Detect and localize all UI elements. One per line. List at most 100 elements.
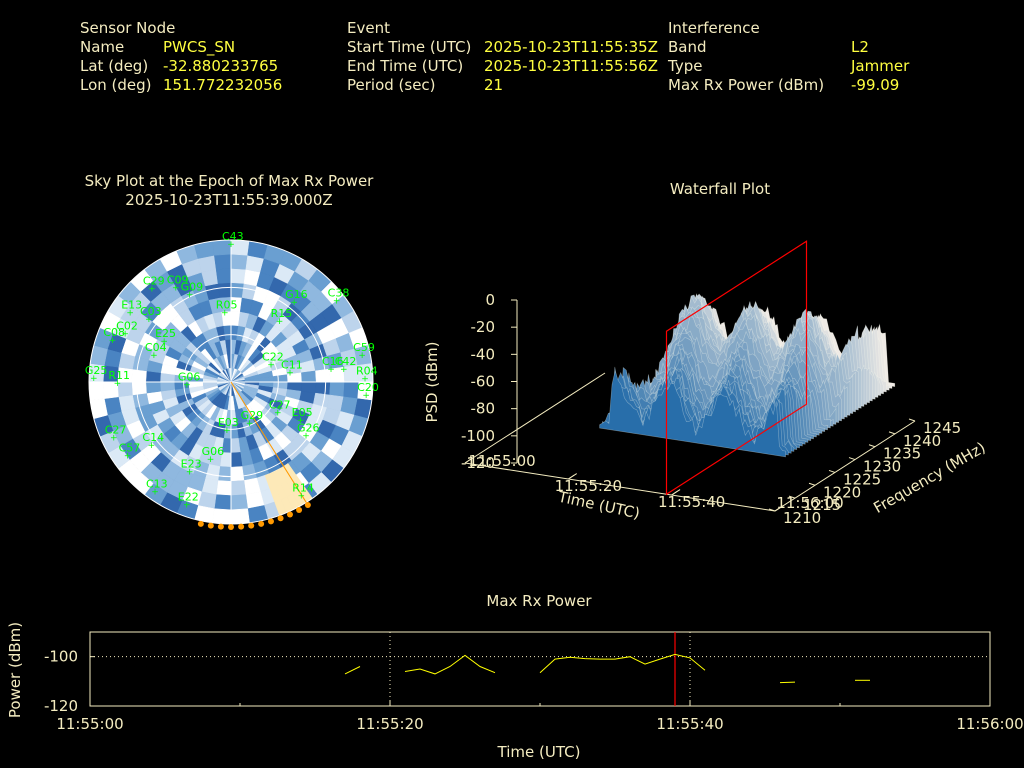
sky-satellite-marker: + <box>145 315 153 325</box>
sky-satellite-label: C27 <box>105 424 127 437</box>
waterfall-freq-tick <box>848 457 856 461</box>
sky-satellite-marker: + <box>274 408 282 418</box>
waterfall-ridge <box>599 369 786 458</box>
interference-header: Interference <box>668 19 760 37</box>
max-power-line <box>779 681 796 684</box>
sky-satellite-label: C29 <box>143 275 165 288</box>
max-power-y-tick-label: -120 <box>44 697 78 715</box>
sky-satellite-label: R05 <box>216 298 238 311</box>
sky-satellite-marker: + <box>358 351 366 361</box>
max-power-y-tick-label: -100 <box>44 648 78 666</box>
sky-satellite-label: C20 <box>357 381 379 394</box>
waterfall-freq-tick <box>808 482 816 486</box>
sensor-lon-label: Lon (deg) <box>80 76 152 94</box>
sky-satellite-marker: + <box>150 351 158 361</box>
sensor-header: Sensor Node <box>80 19 176 37</box>
sky-satellite-label: R14 <box>292 481 314 494</box>
sky-satellite-label: C27 <box>269 398 291 411</box>
max-power-ylabel: Power (dBm) <box>6 622 24 718</box>
sky-satellite-label: G25 <box>85 364 108 377</box>
waterfall-grid <box>774 505 784 512</box>
max-power-grid: 11:55:00 11:55:20 11:55:40 11:56:00 -100 -120 <box>44 632 1024 733</box>
sky-satellite-marker: + <box>148 285 156 295</box>
interference-power-label: Max Rx Power (dBm) <box>668 76 825 94</box>
sky-jammer-marker <box>296 507 303 514</box>
sky-jammer-marker <box>248 522 255 529</box>
sky-satellite-marker: + <box>302 431 310 441</box>
sky-cell <box>230 508 250 524</box>
sky-satellite-label: C43 <box>222 230 244 243</box>
sky-satellite-label: E22 <box>178 491 199 504</box>
sky-satellite-marker: + <box>290 298 298 308</box>
sky-satellite-label: C09 <box>167 273 189 286</box>
sky-satellite-marker: + <box>286 369 294 379</box>
sensor-name-value: PWCS_SN <box>163 38 236 56</box>
waterfall-time-tick-label: 11:55:40 <box>658 493 725 511</box>
max-power-series <box>344 653 870 684</box>
sky-satellite-label: G06 <box>202 445 225 458</box>
event-end-value: 2025-10-23T11:55:56Z <box>484 57 658 75</box>
sky-satellite-marker: + <box>124 451 132 461</box>
max-power-line <box>404 654 496 675</box>
max-power-line <box>344 666 361 675</box>
sky-satellite-label: C13 <box>146 478 168 491</box>
sky-jammer-marker <box>304 501 311 508</box>
waterfall-surface <box>599 292 896 458</box>
sky-jammer-marker <box>217 523 224 530</box>
sky-satellite-label: E13 <box>121 298 142 311</box>
interference-band-label: Band <box>668 38 707 56</box>
waterfall-time-tick-label: 11:55:20 <box>555 477 622 495</box>
sky-satellite-label: R04 <box>356 364 378 377</box>
waterfall-z-tick-label: 0 <box>485 291 495 309</box>
event-period-value: 21 <box>484 76 504 94</box>
sky-satellite-marker: + <box>327 365 335 375</box>
sky-cell <box>212 240 232 256</box>
waterfall-freq-tick <box>888 431 896 435</box>
sensor-lon-value: 151.772232056 <box>163 76 283 94</box>
sky-satellite-marker: + <box>207 455 215 465</box>
sky-satellite-label: C22 <box>262 350 284 363</box>
waterfall-z-tick-label: -40 <box>471 345 496 363</box>
waterfall-freq-tick-label: 1230 <box>863 458 901 476</box>
waterfall-freq-tick-label: 1220 <box>823 483 861 501</box>
sky-satellite-label: C04 <box>145 341 167 354</box>
waterfall-time-tick-label: 11:56:00 <box>776 494 843 512</box>
sky-satellite-label: R15 <box>271 307 293 320</box>
sky-jammer-markers <box>197 501 311 530</box>
sky-satellite-marker: + <box>276 317 284 327</box>
max-power-line <box>539 653 706 674</box>
waterfall-freq-tick-label: 1245 <box>923 419 961 437</box>
sky-satellite-label: G06 <box>178 371 201 384</box>
sky-satellite-label: G29 <box>241 409 264 422</box>
waterfall-z-tick-label: -100 <box>461 427 495 445</box>
sky-satellite-label: E05 <box>292 406 313 419</box>
waterfall-freq-tick-label: 1210 <box>783 509 821 527</box>
sensor-name-label: Name <box>80 38 125 56</box>
sky-jammer-marker <box>258 520 265 527</box>
sky-satellites: +C43+G16+C38+R15+C16 +C59+C42+R04+C20+C22… <box>85 230 379 510</box>
sky-satellite-label: R11 <box>108 369 130 382</box>
event-end-label: End Time (UTC) <box>347 57 464 75</box>
sky-satellite-marker: + <box>227 240 235 250</box>
sky-satellite-marker: + <box>183 501 191 511</box>
sky-cell <box>357 363 373 383</box>
waterfall-cursor-plane <box>665 240 808 496</box>
waterfall-back-edge <box>464 372 606 464</box>
sky-jammer-marker <box>267 518 274 525</box>
sky-satellite-marker: + <box>246 419 254 429</box>
sky-jammer-marker <box>286 511 293 518</box>
event-period-label: Period (sec) <box>347 76 436 94</box>
waterfall-time-tick <box>464 458 472 464</box>
sensor-lat-value: -32.880233765 <box>163 57 279 75</box>
waterfall-freq-tick <box>768 508 776 512</box>
event-start-label: Start Time (UTC) <box>347 38 472 56</box>
sky-satellite-label: C08 <box>103 326 125 339</box>
sky-satellite-marker: + <box>183 381 191 391</box>
sky-satellite-label: C02 <box>116 320 138 333</box>
sky-satellite-marker: + <box>151 488 159 498</box>
waterfall-time-tick-label: 11:55:00 <box>468 452 535 470</box>
sky-jammer-marker <box>238 523 245 530</box>
max-power-x-tick-label: 11:56:00 <box>956 715 1023 733</box>
